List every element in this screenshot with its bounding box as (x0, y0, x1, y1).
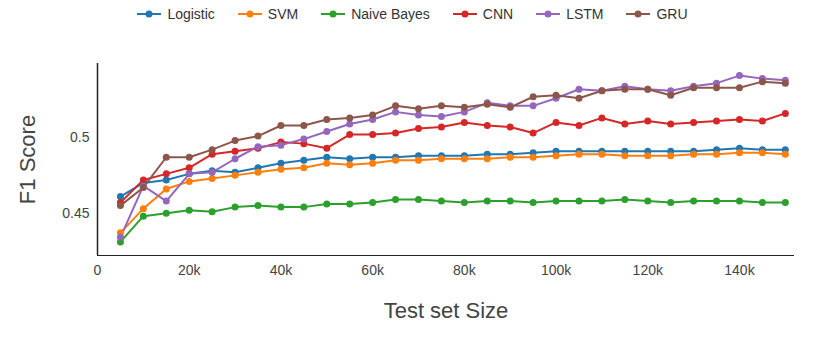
svg-text:0.5: 0.5 (70, 129, 90, 145)
svg-text:0.45: 0.45 (62, 205, 89, 221)
svg-text:60k: 60k (361, 262, 385, 278)
html-text:GRU: GRU (656, 6, 688, 22)
svg-text:80k: 80k (453, 262, 477, 278)
html-text:Logistic: Logistic (167, 6, 215, 22)
svg-text:Test set Size: Test set Size (384, 298, 509, 323)
svg-text:120k: 120k (633, 262, 664, 278)
html-text:Naive Bayes: Naive Bayes (351, 6, 430, 22)
svg-text:20k: 20k (178, 262, 202, 278)
html-text:SVM: SVM (267, 6, 299, 22)
svg-text:F1 Score: F1 Score (15, 115, 40, 204)
html-text:LSTM: LSTM (566, 6, 604, 22)
html-text:CNN: CNN (482, 6, 514, 22)
svg-text:100k: 100k (541, 262, 572, 278)
svg-text:140k: 140k (724, 262, 755, 278)
svg-text:0: 0 (94, 262, 102, 278)
svg-text:40k: 40k (270, 262, 294, 278)
